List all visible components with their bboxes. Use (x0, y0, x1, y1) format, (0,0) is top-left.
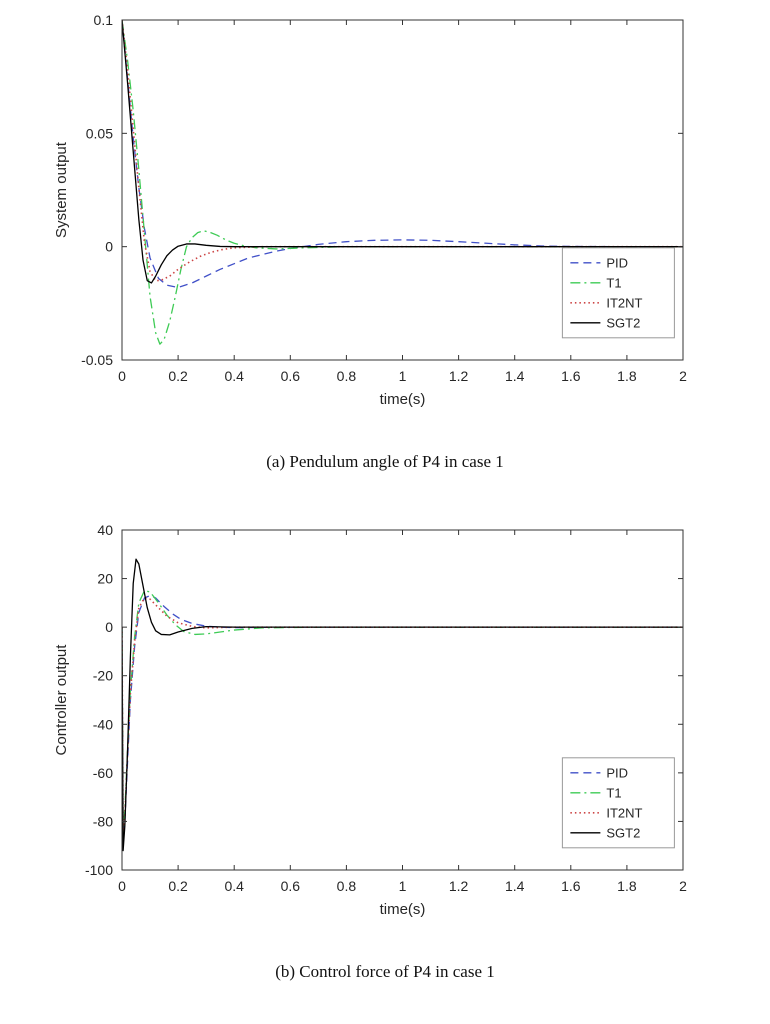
svg-text:-40: -40 (93, 716, 113, 732)
svg-text:0.6: 0.6 (281, 878, 301, 894)
svg-text:1.6: 1.6 (561, 878, 581, 894)
svg-text:0.6: 0.6 (281, 368, 301, 384)
svg-text:SGT2: SGT2 (606, 315, 640, 330)
svg-text:0.2: 0.2 (168, 878, 188, 894)
figure-b: 0 0.2 0.4 0.6 0.8 1 1.2 1.4 1.6 1.8 2 -100 -80 -60 -40… (0, 514, 770, 982)
svg-text:SGT2: SGT2 (606, 825, 640, 840)
svg-text:IT2NT: IT2NT (606, 295, 642, 310)
document-page: 0 0.2 0.4 0.6 0.8 1 1.2 1.4 1.6 1.8 2 -0.05 0 0.05 0.1… (0, 4, 770, 982)
figure-a: 0 0.2 0.4 0.6 0.8 1 1.2 1.4 1.6 1.8 2 -0.05 0 0.05 0.1… (0, 4, 770, 472)
svg-text:-60: -60 (93, 765, 113, 781)
svg-text:System output: System output (53, 141, 70, 238)
svg-text:T1: T1 (606, 275, 621, 290)
svg-text:2: 2 (679, 368, 687, 384)
svg-text:time(s): time(s) (380, 391, 426, 408)
svg-text:1.4: 1.4 (505, 368, 525, 384)
svg-text:0: 0 (118, 878, 126, 894)
svg-text:IT2NT: IT2NT (606, 805, 642, 820)
svg-text:0.2: 0.2 (168, 368, 188, 384)
svg-text:1.2: 1.2 (449, 368, 469, 384)
controller-output-chart: 0 0.2 0.4 0.6 0.8 1 1.2 1.4 1.6 1.8 2 -100 -80 -60 -40… (53, 522, 687, 918)
svg-text:1.8: 1.8 (617, 878, 637, 894)
svg-text:0.05: 0.05 (86, 125, 113, 141)
figure-b-caption: (b) Control force of P4 in case 1 (275, 962, 495, 981)
svg-text:0.8: 0.8 (337, 368, 357, 384)
svg-text:0: 0 (118, 368, 126, 384)
svg-text:PID: PID (606, 255, 628, 270)
svg-text:0.4: 0.4 (224, 878, 244, 894)
svg-text:1.6: 1.6 (561, 368, 581, 384)
svg-text:-100: -100 (85, 862, 113, 878)
svg-text:-80: -80 (93, 813, 113, 829)
svg-text:time(s): time(s) (380, 901, 426, 918)
svg-text:2: 2 (679, 878, 687, 894)
svg-text:T1: T1 (606, 785, 621, 800)
svg-text:-20: -20 (93, 668, 113, 684)
figure-a-caption: (a) Pendulum angle of P4 in case 1 (266, 452, 504, 471)
svg-text:40: 40 (97, 522, 113, 538)
svg-text:Controller output: Controller output (53, 644, 70, 756)
svg-text:0.4: 0.4 (224, 368, 244, 384)
svg-text:0: 0 (105, 239, 113, 255)
svg-text:0.8: 0.8 (337, 878, 357, 894)
svg-text:1.4: 1.4 (505, 878, 525, 894)
svg-text:1: 1 (399, 368, 407, 384)
system-output-chart: 0 0.2 0.4 0.6 0.8 1 1.2 1.4 1.6 1.8 2 -0.05 0 0.05 0.1… (53, 12, 687, 408)
svg-text:-0.05: -0.05 (81, 352, 113, 368)
svg-text:0: 0 (105, 619, 113, 635)
svg-text:PID: PID (606, 765, 628, 780)
svg-text:1.2: 1.2 (449, 878, 469, 894)
svg-text:0.1: 0.1 (94, 12, 114, 28)
svg-text:20: 20 (97, 571, 113, 587)
svg-text:1: 1 (399, 878, 407, 894)
svg-text:1.8: 1.8 (617, 368, 637, 384)
